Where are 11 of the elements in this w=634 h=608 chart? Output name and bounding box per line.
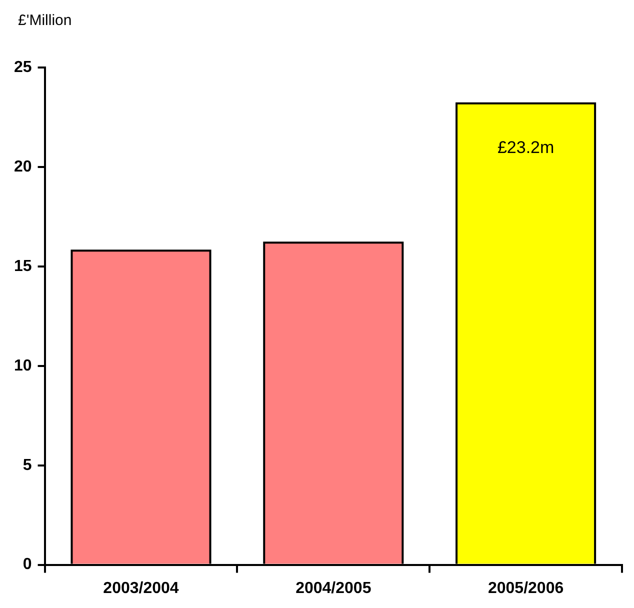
data-label: £23.2m: [497, 138, 554, 158]
x-tick-label: 2004/2005: [296, 580, 372, 597]
x-tick-label: 2005/2006: [488, 580, 564, 597]
x-tick-label: 2003/2004: [103, 580, 179, 597]
y-tick-label: 0: [22, 556, 32, 574]
y-tick-label: 15: [14, 258, 32, 275]
y-tick-label: 20: [14, 158, 32, 176]
y-tick-label: 10: [14, 357, 32, 374]
y-tick-label: 25: [14, 59, 32, 76]
y-tick-label: 5: [22, 456, 32, 474]
y-axis-title: £'Million: [17, 11, 73, 31]
